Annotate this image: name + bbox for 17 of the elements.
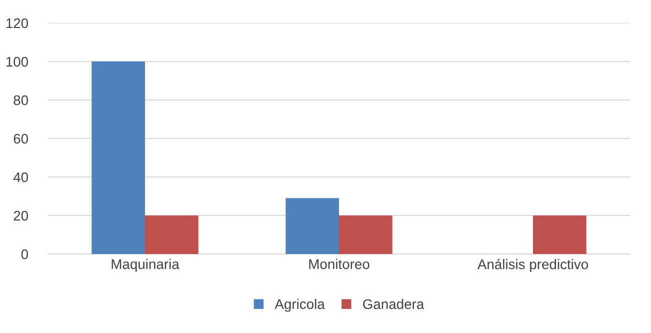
y-tick-label: 100 <box>6 56 28 67</box>
legend-label: Agricola <box>274 298 325 312</box>
x-tick-label: Maquinaria <box>112 258 180 272</box>
x-tick-label: Análisis predictivo <box>477 258 588 272</box>
y-tick-label: 0 <box>21 249 28 260</box>
legend-label: Ganadera <box>363 298 424 310</box>
y-tick-label: 80 <box>14 95 28 106</box>
bar <box>339 216 392 254</box>
bar <box>145 216 198 254</box>
bar <box>92 62 145 254</box>
bar <box>533 216 586 254</box>
y-tick-label: 20 <box>14 210 28 221</box>
y-tick-label: 40 <box>13 172 28 182</box>
x-tick-label: Monitoreo <box>309 258 370 270</box>
y-tick-label: 60 <box>14 134 28 144</box>
bar <box>286 198 339 254</box>
y-tick-label: 120 <box>6 18 28 28</box>
